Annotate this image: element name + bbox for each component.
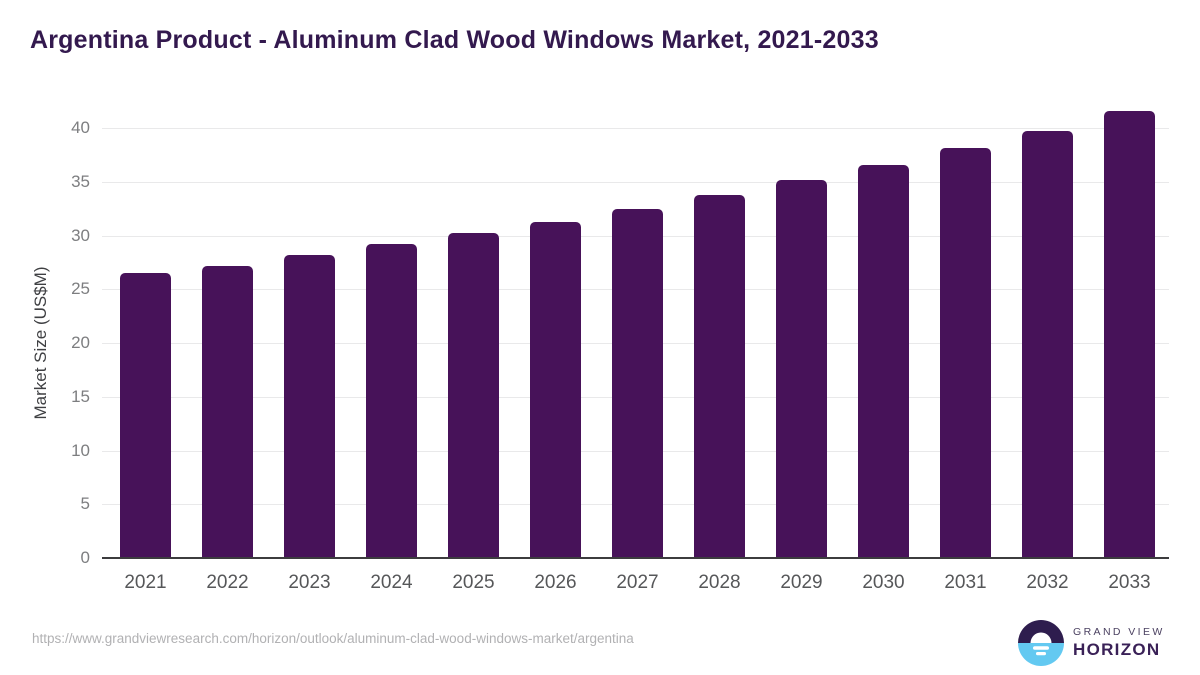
x-tick-label-2031: 2031 — [944, 572, 987, 593]
y-tick-label-15: 15 — [71, 386, 90, 406]
bar-2029 — [776, 179, 827, 558]
x-tick-label-2032: 2032 — [1026, 572, 1069, 593]
x-tick-label-2029: 2029 — [780, 572, 823, 593]
bar-2023 — [284, 254, 335, 558]
y-tick-label-40: 40 — [71, 118, 90, 137]
logo-grand-view-label: GRAND VIEW — [1073, 626, 1165, 638]
grand-view-horizon-logo: GRAND VIEW HORIZON — [1018, 620, 1165, 666]
bar-2025 — [448, 233, 499, 558]
logo-horizon-label: HORIZON — [1073, 640, 1161, 659]
bar-2032 — [1022, 131, 1073, 558]
y-tick-label-35: 35 — [71, 171, 90, 191]
bar-2028 — [694, 194, 745, 558]
y-tick-label-5: 5 — [80, 494, 90, 514]
x-tick-label-2024: 2024 — [370, 572, 413, 593]
bar-2022 — [202, 265, 253, 558]
bar-2027 — [612, 208, 663, 558]
chart-title: Argentina Product - Aluminum Clad Wood W… — [30, 26, 879, 54]
y-tick-label-30: 30 — [71, 225, 90, 245]
x-tick-label-2025: 2025 — [452, 572, 495, 593]
source-url: https://www.grandviewresearch.com/horizo… — [32, 631, 634, 646]
x-axis-line — [102, 557, 1169, 559]
x-tick-label-2021: 2021 — [124, 572, 167, 593]
bar-2026 — [530, 221, 581, 558]
gridline-y35 — [102, 181, 1169, 183]
x-tick-label-2033: 2033 — [1108, 572, 1151, 593]
bar-2033 — [1104, 110, 1155, 558]
x-tick-label-2026: 2026 — [534, 572, 577, 593]
y-tick-label-0: 0 — [80, 548, 90, 567]
bar-2030 — [858, 164, 909, 558]
x-tick-label-2022: 2022 — [206, 572, 249, 593]
x-tick-label-2023: 2023 — [288, 572, 331, 593]
bar-2021 — [120, 273, 171, 558]
logo-text: GRAND VIEW HORIZON — [1073, 626, 1165, 660]
x-tick-label-2028: 2028 — [698, 572, 741, 593]
x-tick-label-2027: 2027 — [616, 572, 659, 593]
y-tick-label-25: 25 — [71, 279, 90, 299]
bar-2024 — [366, 244, 417, 558]
horizon-sun-over-water-icon — [1018, 620, 1064, 666]
y-tick-label-10: 10 — [71, 440, 90, 460]
x-tick-label-2030: 2030 — [862, 572, 905, 593]
y-tick-label-20: 20 — [71, 333, 90, 352]
bar-2031 — [940, 148, 991, 558]
gridline-y40 — [102, 128, 1169, 129]
